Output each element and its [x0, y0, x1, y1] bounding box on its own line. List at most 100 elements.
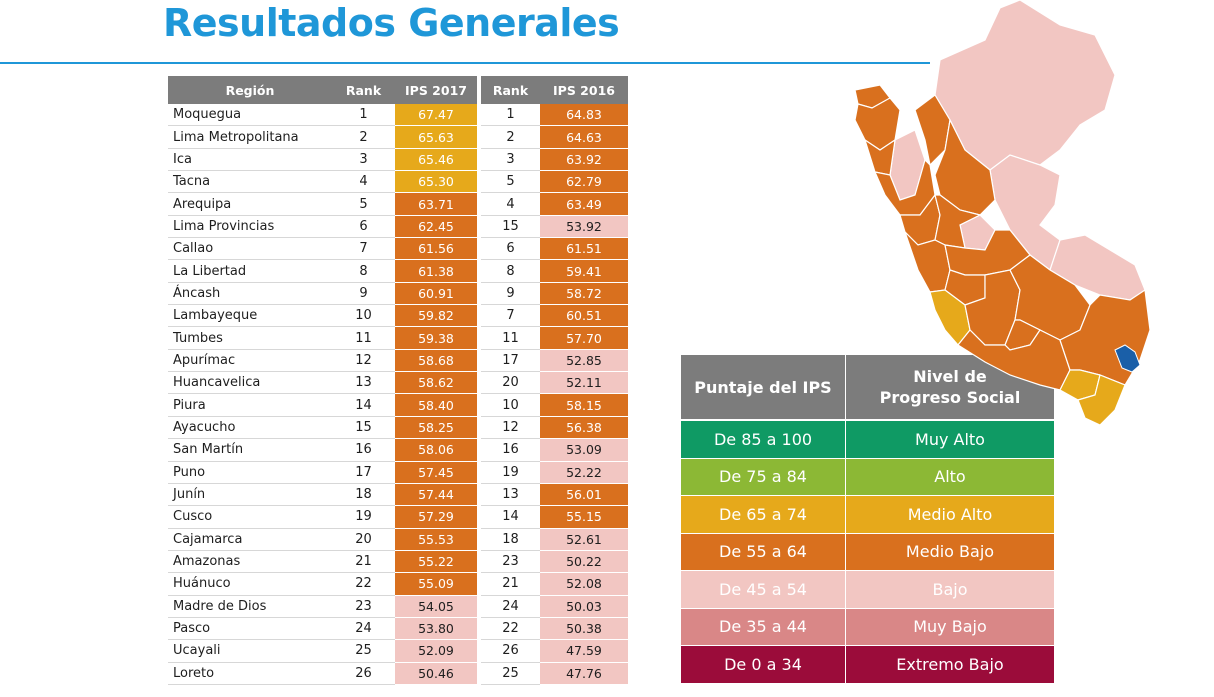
cell-rank-2017: 23 [332, 596, 395, 618]
legend-row: De 75 a 84 Alto [681, 458, 1054, 496]
cell-ips-2016: 63.49 [540, 193, 628, 216]
ips-ranking-table: Región Rank IPS 2017 Rank IPS 2016 Moque… [168, 76, 628, 685]
peru-region-map [854, 0, 1150, 426]
legend-body: De 85 a 100 Muy Alto De 75 a 84 Alto De 65 a… [681, 421, 1054, 684]
cell-rank-2017: 26 [332, 663, 395, 685]
map-region-lambayeque [863, 138, 896, 176]
cell-ips-2016: 47.59 [540, 640, 628, 663]
table-row: Huánuco 22 55.09 21 52.08 [168, 573, 628, 596]
table-row: Pasco 24 53.80 22 50.38 [168, 617, 628, 641]
cell-ips-2016: 56.01 [540, 483, 628, 507]
column-gap [477, 148, 481, 172]
table-row: Puno 17 57.45 19 52.22 [168, 461, 628, 484]
cell-ips-2017: 55.53 [395, 528, 477, 551]
cell-rank-2016: 1 [481, 104, 540, 127]
cell-region: Pasco [168, 618, 332, 641]
cell-region: Moquegua [168, 104, 332, 127]
cell-ips-2016: 50.03 [540, 595, 628, 618]
column-gap [477, 506, 481, 529]
cell-rank-2017: 5 [332, 193, 395, 216]
column-gap [477, 550, 481, 574]
header-rank-2016: Rank [481, 76, 540, 104]
cell-rank-2017: 17 [332, 462, 395, 484]
cell-ips-2016: 58.15 [540, 394, 628, 417]
cell-ips-2016: 50.22 [540, 550, 628, 574]
table-row: Piura 14 58.40 10 58.15 [168, 394, 628, 417]
map-region-tacna [1077, 374, 1126, 426]
cell-rank-2016: 22 [481, 618, 540, 641]
cell-rank-2016: 5 [481, 171, 540, 194]
cell-ips-2017: 59.38 [395, 327, 477, 350]
cell-ips-2016: 56.38 [540, 416, 628, 440]
table-row: Moquegua 1 67.47 1 64.83 [168, 104, 628, 127]
cell-region: Lambayeque [168, 305, 332, 328]
legend-header-level-line1: Nivel de [913, 367, 987, 386]
legend-row: De 0 a 34 Extremo Bajo [681, 646, 1054, 684]
cell-ips-2017: 53.80 [395, 617, 477, 641]
legend-row: De 85 a 100 Muy Alto [681, 421, 1054, 459]
cell-rank-2016: 16 [481, 439, 540, 462]
legend-range: De 65 a 74 [681, 496, 846, 534]
cell-ips-2017: 57.29 [395, 506, 477, 529]
table-row: Arequipa 5 63.71 4 63.49 [168, 193, 628, 216]
map-region-la-libertad [873, 158, 936, 216]
cell-ips-2016: 53.92 [540, 215, 628, 239]
map-region-ucayali [989, 154, 1061, 271]
legend-range: De 0 a 34 [681, 646, 846, 684]
legend-level: Alto [846, 458, 1054, 496]
cell-rank-2016: 25 [481, 663, 540, 685]
cell-region: Arequipa [168, 193, 332, 216]
table-row: Ayacucho 15 58.25 12 56.38 [168, 416, 628, 440]
cell-ips-2017: 65.30 [395, 171, 477, 194]
cell-rank-2016: 24 [481, 596, 540, 618]
legend-row: De 45 a 54 Bajo [681, 571, 1054, 609]
cell-ips-2017: 58.25 [395, 416, 477, 440]
table-row: Cajamarca 20 55.53 18 52.61 [168, 528, 628, 551]
column-gap [477, 126, 481, 149]
cell-rank-2017: 14 [332, 394, 395, 417]
cell-ips-2016: 50.38 [540, 617, 628, 641]
cell-ips-2017: 67.47 [395, 104, 477, 127]
column-gap [477, 171, 481, 194]
column-gap [477, 662, 481, 685]
cell-rank-2017: 10 [332, 305, 395, 328]
cell-region: Huancavelica [168, 372, 332, 395]
table-row: Amazonas 21 55.22 23 50.22 [168, 550, 628, 574]
cell-region: Cusco [168, 506, 332, 529]
column-gap [477, 305, 481, 328]
cell-rank-2017: 13 [332, 372, 395, 395]
cell-region: Tumbes [168, 327, 332, 350]
legend-range: De 85 a 100 [681, 421, 846, 459]
column-gap [477, 483, 481, 507]
cell-rank-2017: 20 [332, 529, 395, 551]
cell-ips-2017: 61.56 [395, 238, 477, 261]
table-row: Lima Provincias 6 62.45 15 53.92 [168, 215, 628, 239]
column-gap [477, 461, 481, 484]
column-gap [477, 349, 481, 373]
column-gap [477, 327, 481, 350]
header-ips-2017: IPS 2017 [395, 76, 477, 104]
cell-rank-2016: 7 [481, 305, 540, 328]
cell-rank-2017: 21 [332, 551, 395, 574]
header-ips-2016: IPS 2016 [540, 76, 628, 104]
cell-region: Ayacucho [168, 417, 332, 440]
cell-rank-2016: 9 [481, 283, 540, 306]
cell-rank-2016: 11 [481, 327, 540, 350]
table-row: Tacna 4 65.30 5 62.79 [168, 171, 628, 194]
cell-ips-2016: 53.09 [540, 439, 628, 462]
cell-rank-2017: 8 [332, 260, 395, 283]
column-gap [477, 595, 481, 618]
map-region-san-martin [934, 118, 996, 216]
cell-rank-2017: 9 [332, 283, 395, 306]
cell-rank-2017: 4 [332, 171, 395, 194]
column-gap [477, 215, 481, 239]
cell-ips-2016: 64.83 [540, 104, 628, 127]
column-gap [477, 640, 481, 663]
cell-ips-2017: 50.46 [395, 662, 477, 685]
table-row: Junín 18 57.44 13 56.01 [168, 483, 628, 507]
table-row: Ucayali 25 52.09 26 47.59 [168, 640, 628, 663]
cell-rank-2017: 7 [332, 238, 395, 261]
cell-ips-2016: 61.51 [540, 238, 628, 261]
cell-rank-2017: 3 [332, 149, 395, 172]
header-region: Región [168, 76, 332, 104]
